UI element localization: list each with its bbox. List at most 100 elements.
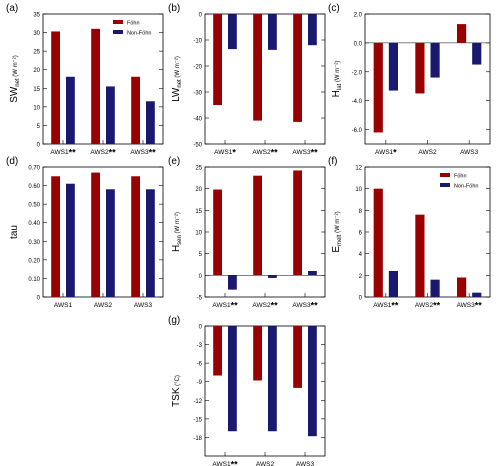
y-axis-label: SWnet (W m⁻²) bbox=[9, 55, 21, 103]
significance-mark: ** bbox=[231, 460, 239, 466]
bar-fohn-aws1 bbox=[51, 31, 60, 145]
bar-nonfohn-aws1 bbox=[228, 275, 237, 290]
x-tick-label: AWS1* bbox=[214, 148, 236, 158]
y-tick-label: 5 bbox=[37, 124, 41, 130]
legend-label-nonfohn: Non-Föhn bbox=[127, 31, 151, 37]
bar-nonfohn-aws2 bbox=[268, 14, 277, 50]
significance-mark: ** bbox=[433, 301, 441, 311]
category-name: AWS1 bbox=[50, 149, 69, 156]
chart-panel-4: (d) 0 0.10 0.20 0.30 0.40 0.50 0.60 0.70 tau AWS1 A… bbox=[6, 156, 164, 309]
y-tick-label: 5 bbox=[199, 252, 203, 258]
y-tick-label: -2.0 bbox=[352, 70, 363, 76]
bar-fohn-aws1 bbox=[213, 189, 222, 276]
y-tick-label: -9 bbox=[197, 380, 203, 386]
bar-nonfohn-aws1 bbox=[66, 76, 75, 144]
bar-nonfohn-aws1 bbox=[388, 42, 398, 91]
y-axis-label-main: H bbox=[171, 245, 182, 252]
bar-fohn-aws2 bbox=[253, 14, 262, 121]
y-tick-label: 0.30 bbox=[28, 240, 40, 246]
y-tick-label: 0.50 bbox=[28, 203, 40, 209]
bar-nonfohn-aws1 bbox=[228, 14, 237, 50]
significance-mark: * bbox=[393, 148, 397, 158]
bar-fohn-aws1 bbox=[213, 14, 222, 105]
y-tick-label: -18 bbox=[193, 436, 202, 442]
y-tick-label: 20 bbox=[33, 68, 40, 74]
y-axis-label: Emelt (W m⁻²) bbox=[331, 211, 343, 252]
bar-fohn-aws1 bbox=[373, 188, 383, 297]
bar-fohn-aws3 bbox=[131, 176, 140, 297]
bar-nonfohn-aws3 bbox=[308, 271, 317, 276]
significance-mark: ** bbox=[271, 301, 279, 311]
y-tick-label: 35 bbox=[33, 13, 40, 19]
y-axis-label: Hsen (W m⁻²) bbox=[171, 212, 183, 252]
category-name: AWS2 bbox=[252, 149, 271, 156]
y-tick-label: 0.60 bbox=[28, 184, 40, 190]
bar-fohn-aws3 bbox=[293, 326, 302, 388]
y-tick-label: 10 bbox=[195, 231, 202, 237]
y-axis-label: Hlat (W m⁻²) bbox=[331, 61, 343, 98]
category-name: AWS2 bbox=[256, 461, 275, 466]
panel-label: (g) bbox=[168, 315, 180, 326]
y-tick-label: 15 bbox=[33, 87, 40, 93]
y-tick-label: -15 bbox=[193, 417, 202, 423]
y-axis-label-unit: (W m⁻²) bbox=[175, 212, 181, 235]
y-axis-label-sub: sen bbox=[177, 235, 183, 245]
category-name: AWS3 bbox=[460, 149, 479, 156]
y-tick-label: 10 bbox=[33, 105, 40, 111]
bar-nonfohn-aws1 bbox=[388, 271, 398, 297]
x-tick-label: AWS2** bbox=[90, 148, 116, 158]
y-tick-label: 0 bbox=[199, 274, 203, 280]
y-axis-label-unit: (W m⁻²) bbox=[335, 61, 341, 84]
bar-fohn-aws3 bbox=[457, 24, 467, 43]
y-axis-label-sub: lat bbox=[337, 83, 343, 90]
bar-nonfohn-aws1 bbox=[228, 326, 237, 432]
y-axis-label-main: LW bbox=[171, 87, 182, 102]
panel-label: (a) bbox=[6, 3, 18, 14]
bar-nonfohn-aws3 bbox=[308, 326, 317, 437]
y-tick-label: 25 bbox=[195, 166, 202, 172]
legend-swatch-nonfohn bbox=[113, 30, 123, 34]
panel-label: (c) bbox=[328, 3, 340, 14]
bar-fohn-aws3 bbox=[293, 14, 302, 122]
plot-frame bbox=[364, 13, 491, 145]
category-name: AWS1 bbox=[214, 149, 233, 156]
category-name: AWS2 bbox=[252, 302, 271, 309]
plot-frame bbox=[42, 166, 164, 298]
x-tick-label: AWS2 bbox=[418, 149, 437, 156]
x-tick-label: AWS3** bbox=[130, 148, 156, 158]
x-tick-label: AWS1** bbox=[50, 148, 76, 158]
y-tick-label: 25 bbox=[33, 50, 40, 56]
legend-label-fohn: Föhn bbox=[454, 174, 467, 180]
bar-fohn-aws1 bbox=[213, 326, 222, 376]
bar-nonfohn-aws3 bbox=[146, 101, 155, 144]
y-tick-label: 0 bbox=[199, 13, 203, 19]
significance-mark: ** bbox=[109, 148, 117, 158]
y-axis-label-sub: melt bbox=[337, 234, 343, 246]
x-tick-label: AWS3** bbox=[457, 301, 483, 311]
significance-mark: ** bbox=[231, 301, 239, 311]
y-tick-label: 0.0 bbox=[354, 41, 363, 47]
x-tick-label: AWS2** bbox=[252, 148, 278, 158]
y-axis-label-main: tau bbox=[9, 225, 20, 239]
bar-fohn-aws2 bbox=[415, 42, 425, 94]
x-tick-label: AWS2 bbox=[256, 461, 275, 466]
x-tick-label: AWS3 bbox=[460, 149, 479, 156]
y-tick-label: 2 bbox=[359, 274, 363, 280]
bar-nonfohn-aws3 bbox=[472, 42, 482, 65]
plot-frame bbox=[204, 325, 326, 457]
y-tick-label: 0.70 bbox=[28, 166, 40, 172]
y-tick-label: 8 bbox=[359, 209, 363, 215]
y-tick-label: -6.0 bbox=[352, 128, 363, 134]
significance-mark: ** bbox=[149, 148, 157, 158]
y-tick-label: 0 bbox=[37, 143, 41, 149]
panel-label: (e) bbox=[168, 156, 180, 167]
category-name: AWS3 bbox=[292, 149, 311, 156]
bar-fohn-aws3 bbox=[457, 277, 467, 297]
bar-fohn-aws2 bbox=[91, 28, 100, 144]
x-tick-label: AWS3** bbox=[292, 148, 318, 158]
